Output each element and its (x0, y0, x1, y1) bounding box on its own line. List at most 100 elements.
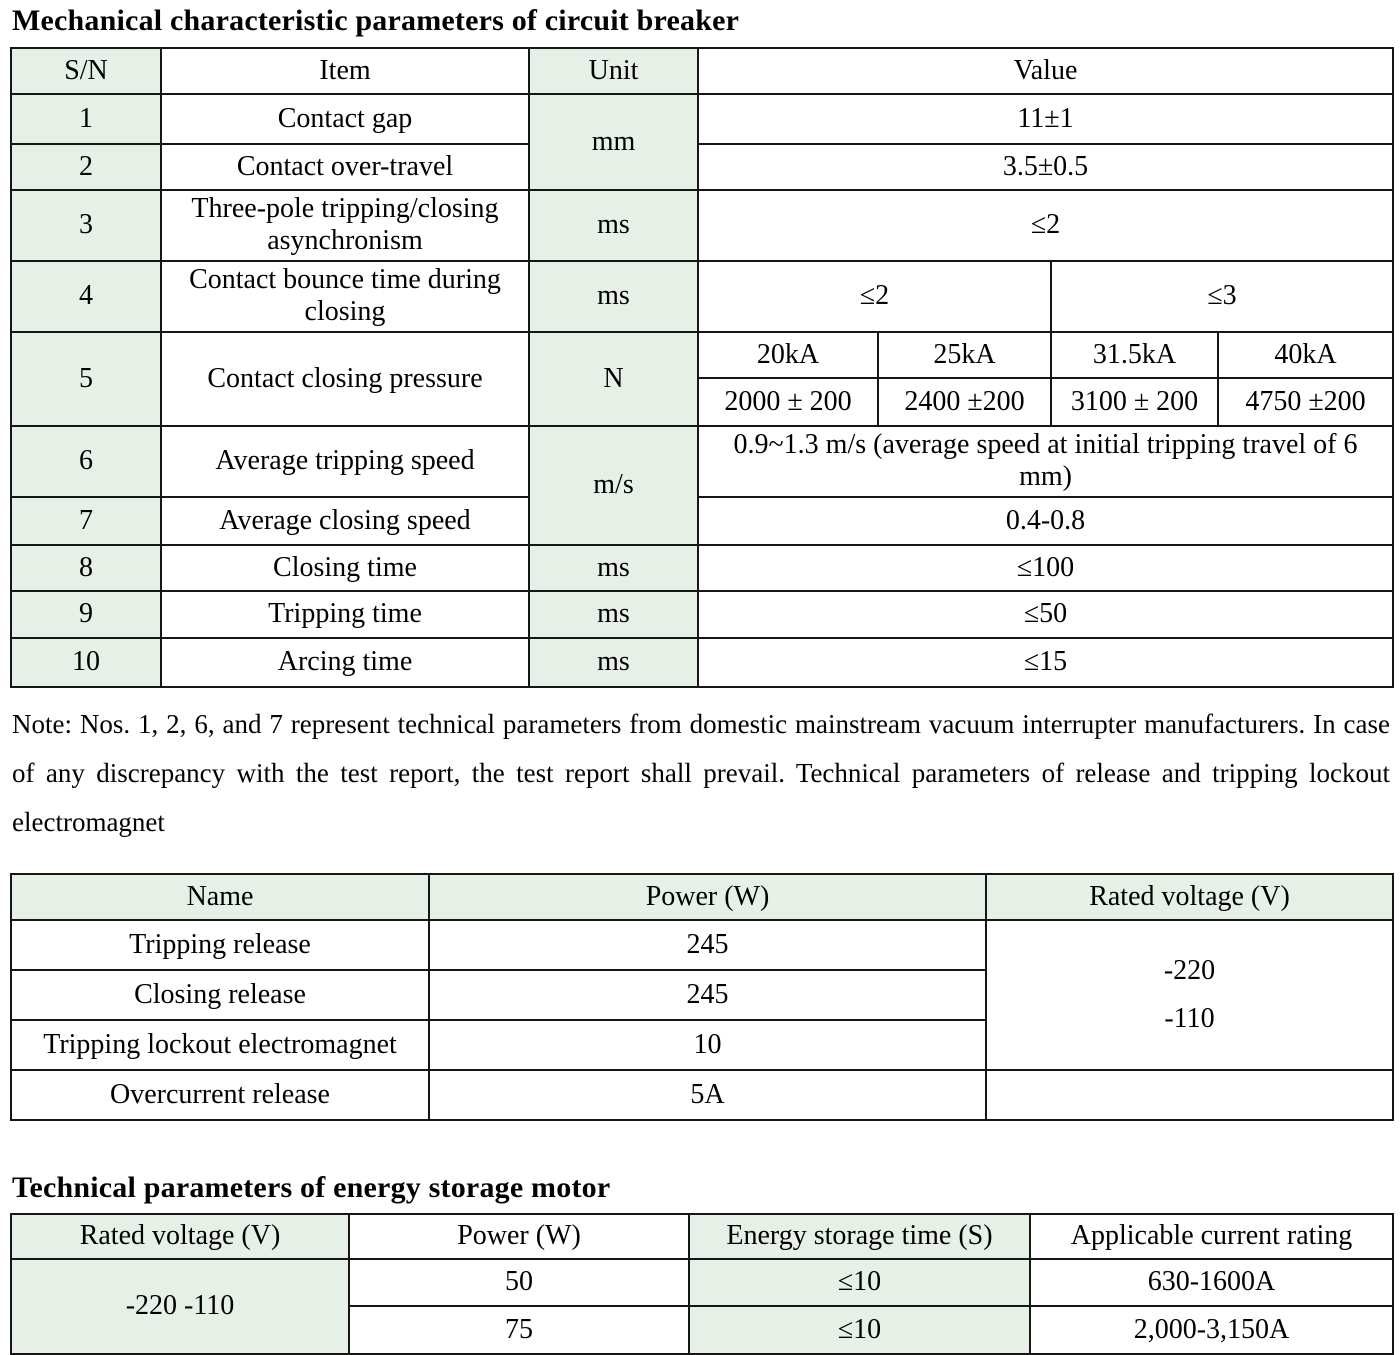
mech-r9-sn: 9 (10, 589, 162, 639)
mechanical-parameters-table: S/N Item Unit Value 1 Contact gap mm 11±… (10, 47, 1395, 688)
mech-row-2: 2 Contact over-travel 3.5±0.5 (10, 143, 1395, 191)
motor-header-power: Power (W) (348, 1212, 690, 1260)
mech-r1-sn: 1 (10, 93, 162, 145)
release-r2-name: Closing release (10, 968, 430, 1021)
mech-r4-item: Contact bounce time during closing (160, 259, 530, 333)
release-r3-name: Tripping lockout electromagnet (10, 1018, 430, 1071)
mech-r3-item: Three-pole tripping/closing asynchronism (160, 189, 530, 262)
mech-r10-item: Arcing time (160, 636, 530, 688)
motor-r1-rating: 630-1600A (1029, 1257, 1394, 1307)
mech-r5-item: Contact closing pressure (160, 330, 530, 427)
release-row-lockout: Tripping lockout electromagnet 10 (10, 1018, 1393, 1071)
mech-r5-level-20ka: 20kA (697, 330, 879, 379)
mech-r5-unit: N (528, 330, 699, 427)
mech-r4-sn: 4 (10, 259, 162, 333)
motor-r1-power: 50 (348, 1257, 690, 1307)
release-header-row: Name Power (W) Rated voltage (V) (10, 872, 1394, 921)
mech-r8-value: ≤100 (696, 543, 1395, 592)
mech-header-item: Item (160, 47, 530, 95)
release-voltage-line-2: -110 (1164, 1002, 1215, 1034)
mech-header-value: Value (696, 47, 1395, 95)
mech-r9-item: Tripping time (160, 589, 530, 639)
mech-r7-item: Average closing speed (160, 495, 530, 546)
mech-row-8: 8 Closing time ms ≤100 (10, 543, 1395, 592)
release-r4-power: 5A (428, 1068, 987, 1121)
mech-r2-value: 3.5±0.5 (696, 143, 1395, 191)
mech-r8-item: Closing time (160, 543, 530, 592)
mech-r8-unit: ms (528, 543, 699, 592)
motor-voltage-cell: -220 -110 (10, 1257, 350, 1355)
mech-row-4: 4 Contact bounce time during closing ms … (10, 259, 1395, 333)
release-voltage-empty-cell (985, 1068, 1394, 1121)
mech-r6-value: 0.9~1.3 m/s (average speed at initial tr… (696, 424, 1395, 498)
mech-row-6: 6 Average tripping speed m/s 0.9~1.3 m/s… (10, 424, 1395, 546)
release-parameters-table: Name Power (W) Rated voltage (V) Trippin… (10, 872, 1394, 1121)
mech-r5-sn: 5 (10, 330, 162, 427)
mech-row-5-pressures: 2000 ± 200 2400 ±200 3100 ± 200 4750 ±20… (11, 376, 1395, 427)
mech-r4-value-left: ≤2 (697, 259, 1052, 333)
release-row-tripping: Tripping release 245 -220 -110 (10, 918, 1394, 1071)
release-r3-power: 10 (428, 1018, 987, 1071)
mech-r5-pressure-31ka: 3100 ± 200 (1050, 376, 1219, 427)
motor-header-time: Energy storage time (S) (688, 1212, 1031, 1260)
mech-r1-item: Contact gap (160, 93, 530, 145)
release-row-closing: Closing release 245 (10, 968, 1393, 1021)
motor-header-rating: Applicable current rating (1029, 1212, 1394, 1260)
mech-header-sn: S/N (10, 47, 162, 95)
release-header-name: Name (10, 872, 430, 921)
mech-r10-value: ≤15 (696, 636, 1395, 688)
mech-r5-pressure-20ka: 2000 ± 200 (697, 376, 879, 427)
mech-r9-value: ≤50 (696, 589, 1395, 639)
release-voltage-line-1: -220 (1163, 954, 1216, 986)
motor-row-1: -220 -110 50 ≤10 630-1600A (10, 1257, 1394, 1355)
mech-header-unit: Unit (528, 47, 699, 95)
mech-r10-sn: 10 (10, 636, 162, 688)
mech-r1-value: 11±1 (696, 93, 1395, 145)
mech-unit-mm: mm (528, 93, 699, 191)
note-paragraph: Note: Nos. 1, 2, 6, and 7 represent tech… (12, 708, 1390, 837)
mech-r5-pressure-40ka: 4750 ±200 (1216, 376, 1395, 427)
mech-unit-ms-speed: m/s (528, 424, 699, 546)
mech-r3-unit: ms (528, 189, 699, 262)
mech-row-3: 3 Three-pole tripping/closing asynchroni… (10, 189, 1395, 262)
mech-row-9: 9 Tripping time ms ≤50 (10, 589, 1395, 639)
mech-r2-sn: 2 (10, 143, 162, 191)
spacer (10, 847, 1392, 873)
motor-r2-power: 75 (348, 1304, 690, 1355)
mech-r7-sn: 7 (10, 495, 162, 546)
mech-row-7: 7 Average closing speed 0.4-0.8 (10, 495, 1395, 546)
release-r2-power: 245 (428, 968, 987, 1021)
release-header-power: Power (W) (428, 872, 987, 921)
mech-header-row: S/N Item Unit Value (10, 47, 1395, 95)
mech-r10-unit: ms (528, 636, 699, 688)
mech-r4-unit: ms (528, 259, 699, 333)
mech-r4-value-right: ≤3 (1049, 259, 1395, 333)
release-r4-name: Overcurrent release (10, 1068, 430, 1121)
mech-r8-sn: 8 (10, 543, 162, 592)
motor-parameters-title: Technical parameters of energy storage m… (12, 1170, 611, 1204)
mech-r6-item: Average tripping speed (160, 424, 530, 498)
mechanical-parameters-title: Mechanical characteristic parameters of … (12, 4, 740, 37)
motor-header-voltage: Rated voltage (V) (10, 1212, 350, 1260)
mech-r3-value: ≤2 (696, 189, 1395, 262)
mech-row-5-levels: 5 Contact closing pressure N 20kA 25kA 3… (10, 330, 1395, 427)
release-voltage-cell: -220 -110 (985, 918, 1394, 1071)
mech-r2-item: Contact over-travel (160, 143, 530, 191)
mech-row-1: 1 Contact gap mm 11±1 (10, 93, 1395, 191)
mech-r5-level-25ka: 25kA (877, 330, 1052, 379)
release-r1-name: Tripping release (10, 918, 430, 971)
mech-row-10: 10 Arcing time ms ≤15 (10, 636, 1395, 688)
mech-r9-unit: ms (528, 589, 699, 639)
mech-r5-level-40ka: 40kA (1216, 330, 1395, 379)
motor-r2-time: ≤10 (688, 1304, 1031, 1355)
mech-r3-sn: 3 (10, 189, 162, 262)
release-r1-power: 245 (428, 918, 987, 971)
mech-r6-sn: 6 (10, 424, 162, 498)
mech-r5-pressure-25ka: 2400 ±200 (877, 376, 1052, 427)
motor-r2-rating: 2,000-3,150A (1029, 1304, 1394, 1355)
motor-r1-time: ≤10 (688, 1257, 1031, 1307)
motor-parameters-table: Rated voltage (V) Power (W) Energy stora… (10, 1212, 1394, 1355)
mech-r7-value: 0.4-0.8 (696, 495, 1395, 546)
mech-r5-level-31ka: 31.5kA (1050, 330, 1219, 379)
release-row-overcurrent: Overcurrent release 5A (10, 1068, 1394, 1121)
